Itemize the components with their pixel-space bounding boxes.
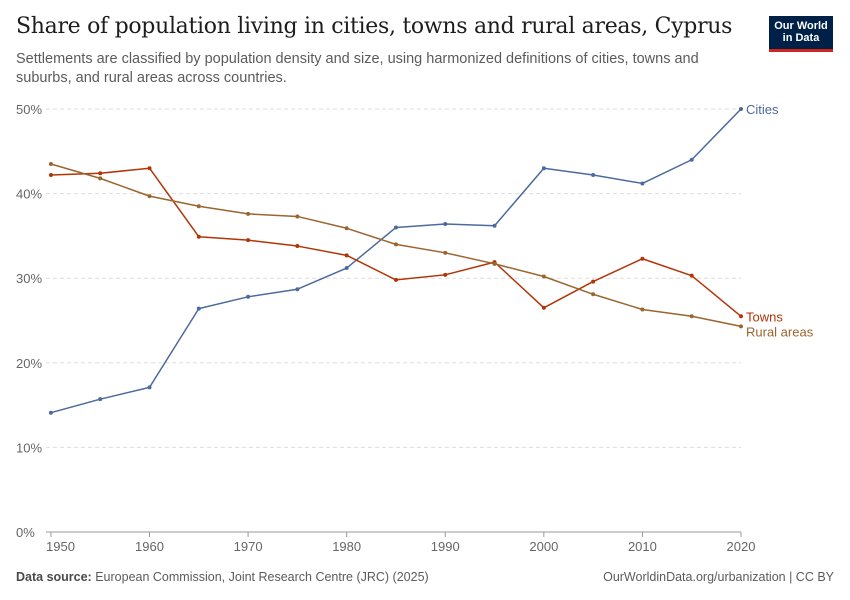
x-tick-label: 1950 [46, 539, 75, 554]
data-point-rural-areas [492, 261, 497, 266]
chart-subtitle: Settlements are classified by population… [16, 51, 699, 86]
data-point-cities [196, 306, 201, 311]
series-label-rural-areas: Rural areas [746, 324, 814, 339]
data-point-towns [591, 279, 596, 284]
data-point-rural-areas [147, 194, 152, 199]
data-point-towns [739, 314, 743, 319]
data-point-towns [295, 244, 300, 249]
data-point-cities [541, 166, 546, 171]
data-point-towns [443, 272, 448, 277]
data-point-rural-areas [246, 211, 251, 216]
data-point-rural-areas [443, 250, 448, 255]
x-tick-label: 2010 [628, 539, 657, 554]
data-point-cities [492, 223, 497, 228]
y-tick-label: 0% [16, 525, 35, 540]
data-source: Data source: European Commission, Joint … [16, 570, 429, 584]
data-point-towns [640, 256, 645, 261]
data-point-towns [147, 166, 152, 171]
data-point-cities [443, 222, 448, 227]
data-point-towns [344, 253, 349, 258]
x-tick-label: 2020 [727, 539, 756, 554]
data-point-cities [48, 410, 53, 415]
x-tick-label: 1960 [135, 539, 164, 554]
x-tick-label: 1990 [431, 539, 460, 554]
grid-lines [46, 108, 741, 448]
data-point-towns [393, 277, 398, 282]
series-label-cities: Cities [746, 102, 779, 117]
data-point-towns [98, 171, 103, 176]
data-point-rural-areas [739, 324, 743, 329]
y-tick-label: 10% [16, 440, 42, 455]
data-point-towns [689, 273, 694, 278]
data-point-rural-areas [591, 292, 596, 297]
y-tick-label: 30% [16, 271, 42, 286]
data-point-cities [739, 107, 743, 111]
data-point-rural-areas [640, 307, 645, 312]
data-point-towns [246, 238, 251, 243]
logo-line-1: Our World [774, 20, 828, 32]
data-point-rural-areas [689, 314, 694, 319]
data-point-rural-areas [393, 242, 398, 247]
x-tick-label: 2000 [529, 539, 558, 554]
data-point-rural-areas [196, 204, 201, 209]
y-tick-label: 20% [16, 356, 42, 371]
x-tick-label: 1980 [332, 539, 361, 554]
data-point-cities [246, 294, 251, 299]
chart-title: Share of population living in cities, to… [16, 14, 733, 39]
data-point-towns [48, 172, 53, 177]
data-point-cities [591, 172, 596, 177]
series-lines [48, 107, 743, 415]
y-tick-label: 40% [16, 187, 42, 202]
data-point-cities [98, 397, 103, 402]
owid-logo[interactable]: Our World in Data [769, 16, 833, 52]
data-point-rural-areas [541, 274, 546, 279]
data-point-towns [541, 305, 546, 310]
series-line-towns [50, 167, 742, 317]
data-point-cities [147, 385, 152, 390]
line-chart: 0% 10% 20% 30% 40% 50% 1950 1960 1970 1980 1990 200… [16, 102, 814, 554]
y-tick-label: 50% [16, 102, 42, 117]
data-point-cities [393, 225, 398, 230]
data-source-text: European Commission, Joint Research Cent… [95, 570, 429, 584]
data-point-rural-areas [48, 161, 53, 166]
data-point-towns [196, 234, 201, 239]
footer-link[interactable]: OurWorldinData.org/urbanization | CC BY [603, 570, 834, 584]
data-point-cities [640, 181, 645, 186]
x-tick-label: 1970 [234, 539, 263, 554]
series-label-towns: Towns [746, 309, 783, 324]
data-point-rural-areas [344, 226, 349, 231]
data-point-rural-areas [295, 214, 300, 219]
data-point-cities [689, 157, 694, 162]
data-point-cities [295, 287, 300, 292]
data-point-rural-areas [98, 176, 103, 181]
axes: 0% 10% 20% 30% 40% 50% 1950 1960 1970 1980 1990 200… [16, 102, 755, 554]
logo-line-2: in Data [782, 32, 820, 44]
data-source-label: Data source: [16, 570, 92, 584]
data-point-cities [344, 266, 349, 271]
